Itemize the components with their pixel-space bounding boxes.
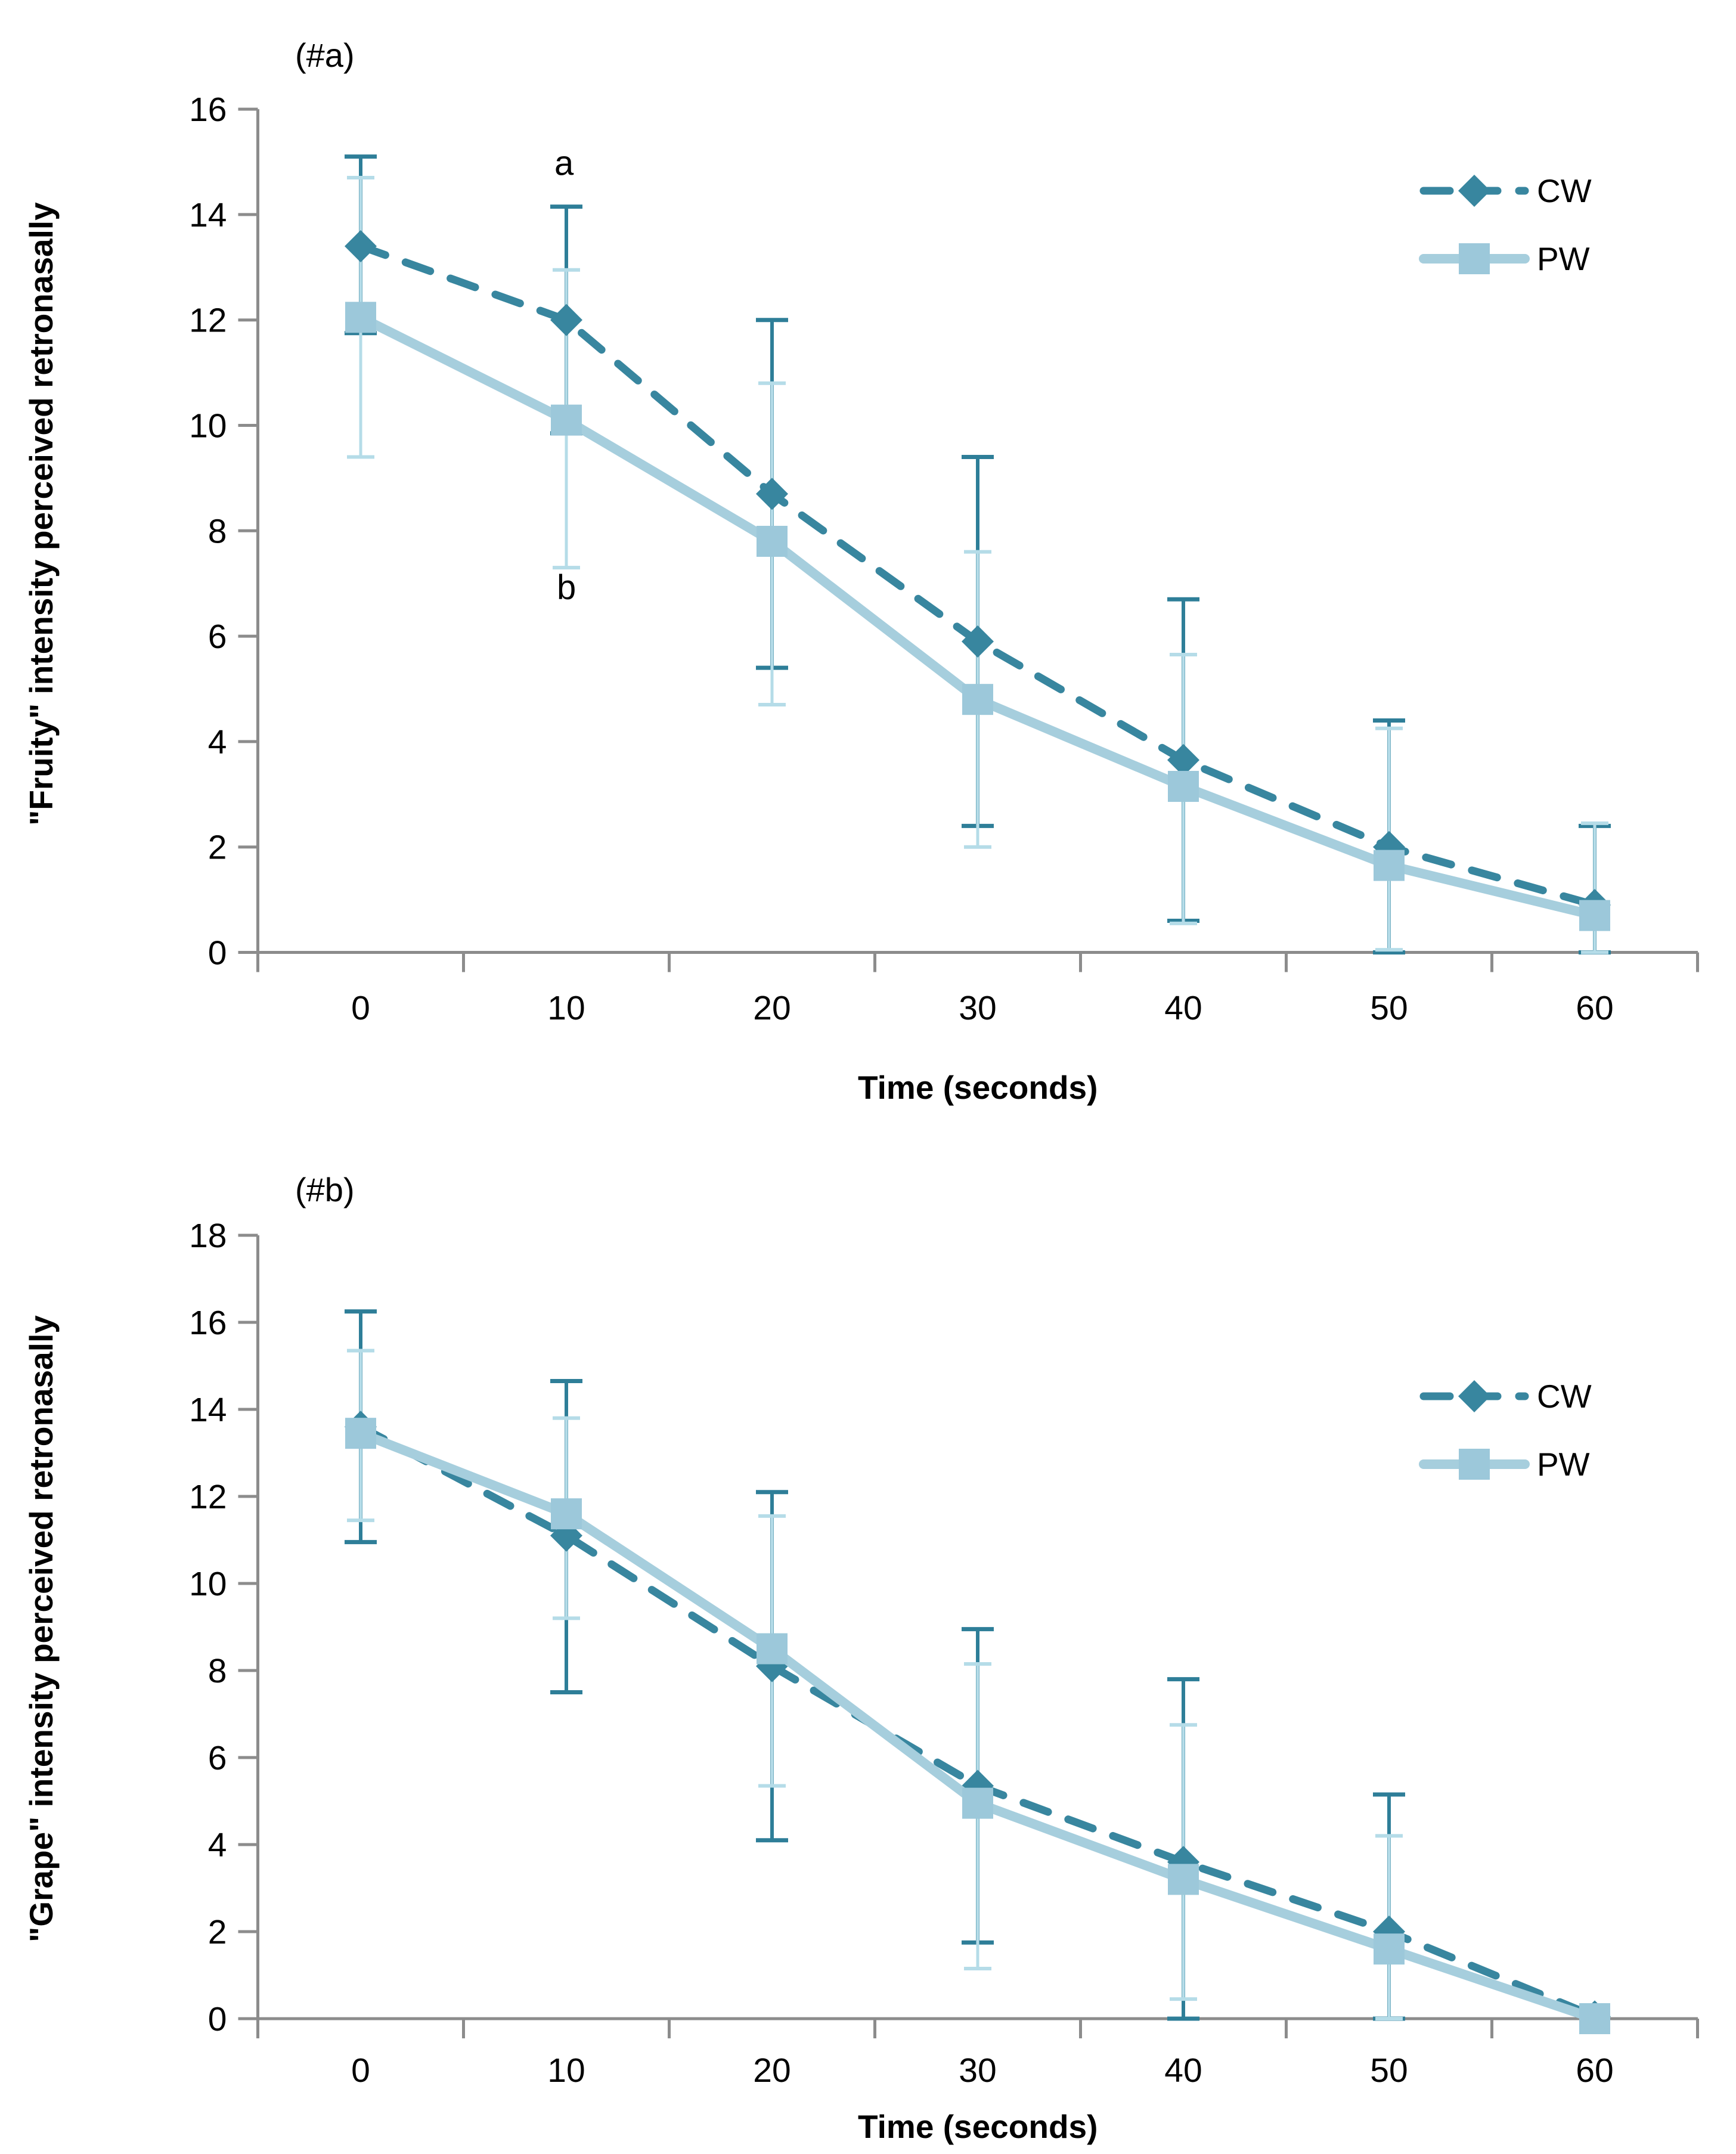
cw-marker [550, 303, 582, 336]
legend-label-cw: CW [1537, 172, 1592, 209]
x-tick-label: 0 [351, 989, 370, 1027]
y-tick-label: 18 [189, 1217, 227, 1255]
legend: CW PW [1419, 172, 1592, 277]
cw-marker [345, 230, 377, 262]
y-tick-label: 4 [208, 723, 227, 761]
x-tick-label: 10 [547, 2051, 585, 2090]
legend-pw-marker-icon [1459, 1449, 1490, 1480]
pw-marker [1579, 900, 1610, 931]
y-tick-label: 8 [208, 1652, 227, 1690]
annotation-a: a [554, 144, 574, 183]
x-axis-title: Time (seconds) [858, 1069, 1098, 1106]
x-tick-label: 20 [753, 989, 790, 1027]
cw-marker [1167, 743, 1199, 776]
legend-label-pw: PW [1537, 240, 1590, 277]
x-tick-label: 20 [753, 2051, 790, 2090]
pw-marker [1374, 1933, 1405, 1965]
y-tick-label: 10 [189, 407, 227, 445]
pw-marker [1579, 2003, 1610, 2034]
x-tick-label: 30 [959, 989, 996, 1027]
x-tick-label: 10 [547, 989, 585, 1027]
legend: CW PW [1419, 1378, 1592, 1483]
y-tick-label: 14 [189, 196, 227, 234]
panel-label: (#b) [295, 1171, 355, 1208]
x-tick-label: 50 [1370, 2051, 1408, 2090]
pw-marker [551, 1498, 582, 1530]
y-tick-label: 6 [208, 618, 227, 656]
legend-label-pw: PW [1537, 1446, 1590, 1483]
x-tick-label: 60 [1576, 989, 1613, 1027]
y-tick-label: 12 [189, 302, 227, 340]
annotation-b: b [557, 568, 576, 607]
y-tick-label: 0 [208, 2000, 227, 2038]
x-tick-label: 50 [1370, 989, 1408, 1027]
pw-marker [757, 1633, 788, 1665]
pw-marker [1374, 850, 1405, 881]
legend-cw-marker-icon [1458, 1380, 1490, 1412]
y-tick-label: 2 [208, 1913, 227, 1951]
pw-marker [345, 1418, 376, 1449]
cw-marker [962, 625, 994, 658]
y-tick-label: 12 [189, 1478, 227, 1516]
y-tick-label: 0 [208, 934, 227, 972]
chart-b-grape: (#b) 0 2 4 6 8 10 12 14 16 18 0 10 20 30 40 50 60 Time (se… [23, 1171, 1699, 2145]
panel-label: (#a) [295, 36, 355, 74]
legend-pw-marker-icon [1459, 243, 1490, 274]
x-tick-label: 40 [1164, 989, 1202, 1027]
chart-a-fruity: (#a) 0 2 4 6 8 10 12 14 16 0 10 20 30 40 50 60 Time (seco… [23, 36, 1699, 1106]
pw-marker [962, 1787, 993, 1819]
cw-marker [550, 1519, 582, 1552]
y-axis-title: "Grape" intensity perceived retronasally [23, 1315, 60, 1942]
legend-cw-marker-icon [1458, 175, 1490, 207]
y-tick-label: 10 [189, 1565, 227, 1603]
pw-marker [757, 525, 788, 557]
x-tick-label: 0 [351, 2051, 370, 2090]
x-tick-label: 60 [1576, 2051, 1613, 2090]
x-axis-title: Time (seconds) [858, 2108, 1098, 2145]
y-tick-label: 4 [208, 1826, 227, 1864]
y-tick-label: 16 [189, 1304, 227, 1342]
y-tick-label: 14 [189, 1391, 227, 1429]
y-tick-label: 16 [189, 91, 227, 129]
pw-marker [1168, 771, 1199, 802]
pw-marker [1168, 1864, 1199, 1895]
y-tick-label: 6 [208, 1739, 227, 1777]
pw-marker [551, 404, 582, 436]
pw-marker [962, 684, 993, 715]
y-axis-title: "Fruity" intensity perceived retronasall… [23, 202, 60, 826]
x-tick-label: 40 [1164, 2051, 1202, 2090]
y-tick-label: 8 [208, 512, 227, 550]
legend-label-cw: CW [1537, 1378, 1592, 1415]
cw-marker [756, 1650, 788, 1682]
x-tick-label: 30 [959, 2051, 996, 2090]
cw-marker [756, 478, 788, 510]
pw-marker [345, 302, 376, 333]
y-tick-label: 2 [208, 829, 227, 867]
